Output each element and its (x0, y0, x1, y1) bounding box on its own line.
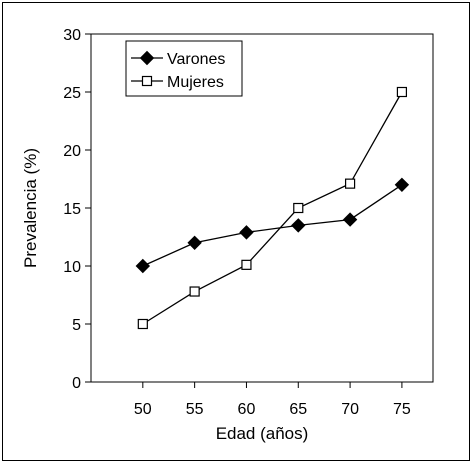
legend-box (125, 40, 243, 97)
y-tick-label: 30 (63, 27, 81, 44)
y-tick-label: 20 (63, 143, 81, 160)
y-axis-title: Prevalencia (%) (21, 148, 40, 268)
y-tick-label: 10 (63, 259, 81, 276)
legend-item: Mujeres (131, 74, 224, 91)
data-point (293, 202, 304, 214)
legend-item: Varones (131, 50, 225, 68)
x-tick-label: 70 (341, 401, 359, 418)
series-line (142, 91, 403, 325)
data-point (291, 218, 306, 233)
series-line (142, 184, 403, 267)
legend: Varones Mujeres (125, 40, 243, 97)
x-tick-label: 50 (134, 401, 152, 418)
y-tick-label: 15 (63, 201, 81, 218)
series-mujeres (137, 86, 408, 330)
legend-label: Varones (167, 51, 225, 68)
data-point (189, 286, 200, 297)
data-point (344, 178, 356, 189)
y-tick-label: 5 (72, 317, 81, 334)
data-point (135, 258, 151, 274)
legend-marker (139, 50, 155, 66)
legend-label: Mujeres (167, 74, 224, 91)
x-tick-label: 75 (393, 401, 411, 418)
data-point (137, 318, 148, 330)
x-tick-label: 65 (289, 401, 307, 418)
series-varones (135, 177, 410, 274)
y-tick-label: 0 (72, 375, 81, 392)
y-tick-label: 25 (63, 85, 81, 102)
axes: 0 5 10 15 20 25 30 50 55 60 65 70 75 (63, 27, 434, 418)
series-layer (135, 86, 410, 330)
data-point (342, 212, 358, 227)
data-point (396, 86, 408, 98)
x-axis-title: Edad (años) (216, 424, 309, 443)
data-point (187, 235, 202, 251)
legend-marker (141, 75, 153, 87)
x-tick-label: 55 (186, 401, 204, 418)
data-point (394, 177, 410, 193)
data-point (239, 225, 254, 240)
x-tick-label: 60 (238, 401, 256, 418)
data-point (241, 259, 252, 270)
